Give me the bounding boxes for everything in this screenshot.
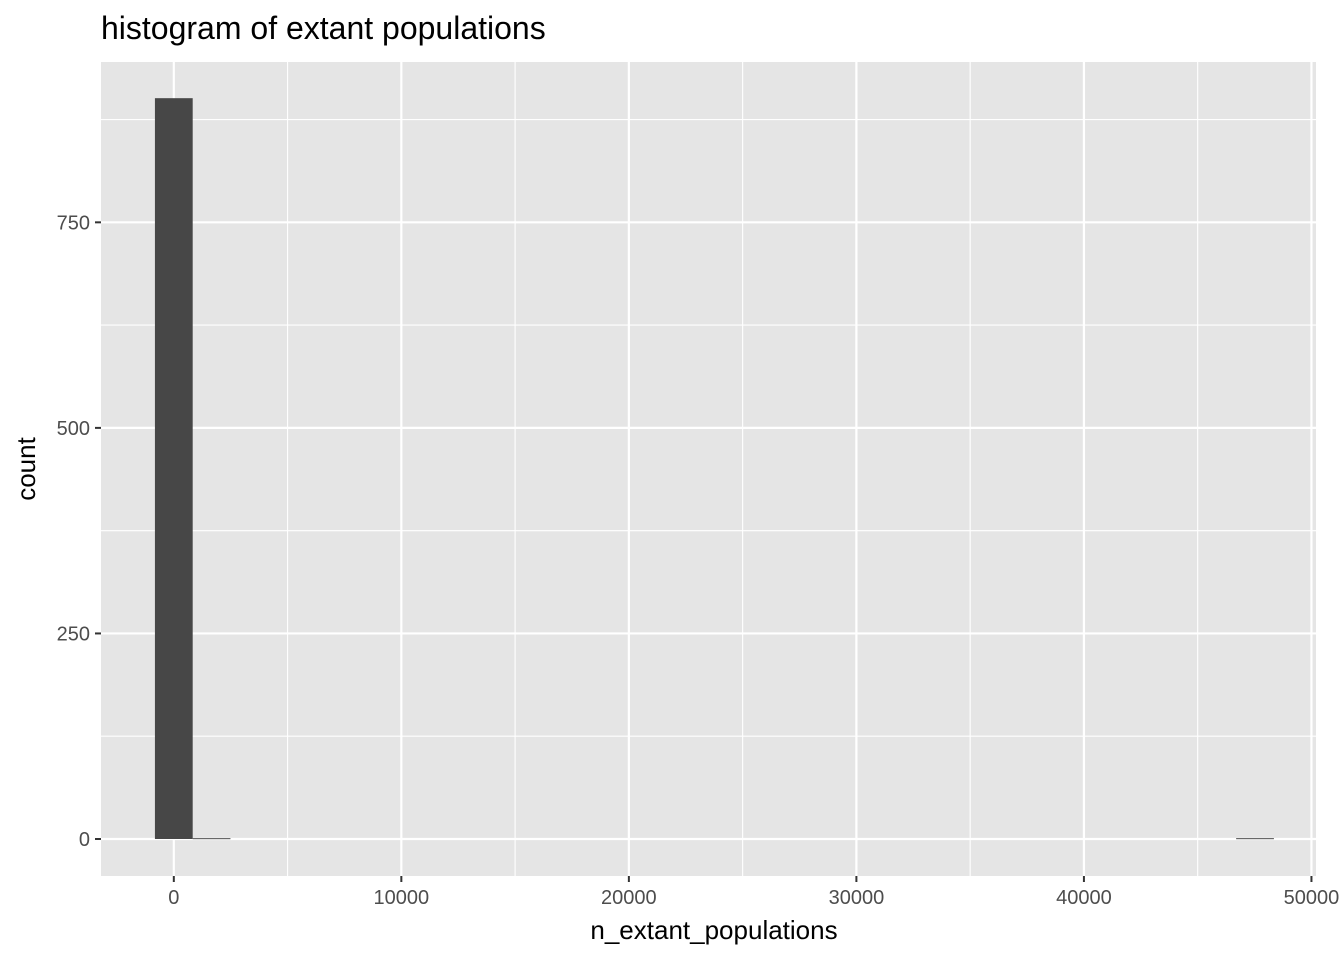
major-gridlines (101, 62, 1316, 876)
x-tick-label: 50000 (1284, 887, 1340, 909)
y-tick-label: 0 (79, 829, 90, 851)
histogram-bar (154, 98, 193, 839)
histogram-bars (154, 98, 1274, 840)
y-tick-label: 500 (57, 418, 90, 440)
x-axis-title: n_extant_populations (590, 915, 837, 945)
y-axis: 0 250 500 750 (57, 212, 101, 851)
chart-title: histogram of extant populations (101, 10, 546, 46)
x-tick-label: 30000 (829, 887, 885, 909)
y-tick-label: 250 (57, 623, 90, 645)
x-axis: 0 10000 20000 30000 40000 50000 (168, 876, 1339, 909)
x-tick-label: 0 (168, 887, 179, 909)
x-tick-label: 10000 (374, 887, 430, 909)
y-axis-title: count (11, 436, 41, 500)
x-tick-label: 20000 (601, 887, 657, 909)
histogram-bar (192, 838, 231, 840)
plot-panel (101, 62, 1316, 876)
x-tick-label: 40000 (1056, 887, 1112, 909)
y-tick-label: 750 (57, 212, 90, 234)
histogram-bar (1236, 838, 1274, 840)
minor-gridlines (101, 62, 1316, 876)
